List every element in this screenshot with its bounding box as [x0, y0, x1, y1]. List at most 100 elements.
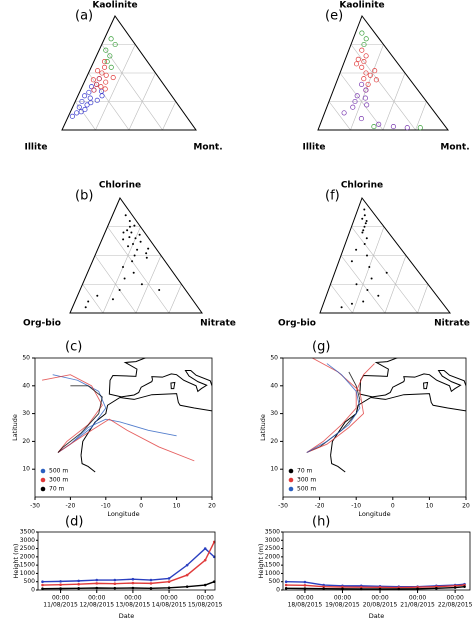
- panel-label: (e): [325, 9, 343, 24]
- y-axis-title: Height (m): [257, 544, 265, 579]
- x-tick-label: 21/08/2015: [400, 602, 435, 609]
- corner-label: Chlorine: [341, 181, 383, 191]
- grid-line: [75, 101, 96, 131]
- point: [371, 124, 377, 130]
- grid-line: [417, 284, 429, 314]
- legend-label: 500 m: [49, 468, 68, 475]
- point: [128, 225, 131, 228]
- point: [102, 64, 108, 70]
- y-tick-label: 1000: [20, 570, 35, 577]
- grid-line: [107, 226, 170, 314]
- grid-line: [384, 255, 407, 314]
- point: [127, 245, 130, 248]
- x-tick-label: 14/08/2015: [152, 602, 187, 609]
- point: [361, 231, 364, 234]
- plot-frame: [37, 531, 216, 591]
- point: [76, 104, 82, 110]
- x-tick-label: -20: [315, 503, 325, 510]
- point: [96, 76, 102, 82]
- height-point: [149, 578, 153, 582]
- point: [138, 233, 141, 236]
- height-point: [77, 587, 80, 590]
- point: [82, 93, 88, 99]
- triangle: [319, 196, 452, 314]
- corner-label: Illite: [302, 143, 325, 153]
- grid-line: [135, 255, 162, 314]
- grid-line: [340, 255, 386, 314]
- point: [118, 289, 121, 291]
- triangle: [61, 15, 197, 131]
- grid-line: [101, 44, 163, 131]
- point: [365, 237, 368, 240]
- y-tick-label: 3000: [265, 537, 280, 544]
- point: [363, 70, 369, 76]
- x-axis-title: Longitude: [358, 510, 390, 518]
- x-tick-label: 00:00: [197, 595, 214, 602]
- point: [122, 238, 125, 241]
- point: [94, 81, 100, 87]
- point: [350, 260, 353, 263]
- point: [126, 229, 129, 232]
- point: [123, 277, 126, 280]
- point: [79, 98, 85, 105]
- x-tick-label: 10: [426, 503, 434, 510]
- point: [133, 224, 136, 227]
- height-point: [341, 585, 344, 589]
- plot-frame: [34, 357, 213, 498]
- corner-label: Illite: [24, 143, 47, 153]
- point: [88, 84, 95, 90]
- y-tick-label: 30: [22, 410, 30, 417]
- point: [390, 124, 396, 130]
- y-tick-label: 1000: [265, 570, 280, 577]
- corner-label: Chlorine: [99, 181, 141, 191]
- height-point: [359, 585, 363, 589]
- legend-label: 300 m: [297, 477, 316, 484]
- height-point: [341, 587, 344, 591]
- legend-label: 70 m: [49, 486, 65, 493]
- y-tick-label: 10: [270, 466, 278, 473]
- y-tick-label: 0: [31, 587, 35, 594]
- y-tick-label: 2500: [265, 545, 280, 552]
- point: [350, 302, 353, 305]
- point: [359, 30, 365, 36]
- point: [87, 300, 90, 303]
- grid-line: [350, 44, 416, 131]
- point: [361, 41, 367, 48]
- point: [373, 77, 379, 83]
- point: [74, 110, 80, 116]
- trajectory: [306, 358, 365, 453]
- y-tick-label: 3500: [265, 529, 280, 536]
- height-point: [435, 587, 438, 590]
- height-point: [322, 587, 325, 590]
- height-point: [463, 585, 466, 588]
- triangle: [69, 196, 203, 314]
- point: [364, 102, 370, 108]
- grid-line: [128, 72, 156, 131]
- point: [363, 243, 366, 245]
- point: [368, 266, 371, 268]
- point: [86, 89, 92, 95]
- point: [145, 252, 148, 255]
- x-tick-label: 15/08/2015: [188, 602, 223, 609]
- point: [122, 266, 124, 268]
- corner-label: Kaolinite: [339, 1, 384, 11]
- x-tick-label: 22/08/2015: [438, 602, 473, 609]
- y-tick-label: 500: [24, 578, 36, 585]
- x-axis-title: Longitude: [107, 510, 139, 518]
- point: [362, 95, 368, 101]
- height-point: [95, 586, 99, 590]
- height-point: [41, 583, 44, 587]
- point: [355, 56, 361, 62]
- point: [108, 64, 114, 70]
- point: [376, 121, 382, 127]
- x-tick-label: 0: [391, 503, 395, 510]
- panel-label: (b): [75, 189, 93, 204]
- triangle: [317, 14, 450, 131]
- point: [385, 271, 388, 274]
- point: [362, 300, 365, 303]
- y-tick-label: 40: [270, 382, 278, 389]
- point: [352, 98, 358, 105]
- point: [108, 36, 114, 42]
- height-point: [185, 585, 189, 588]
- panel-label: (c): [65, 340, 82, 355]
